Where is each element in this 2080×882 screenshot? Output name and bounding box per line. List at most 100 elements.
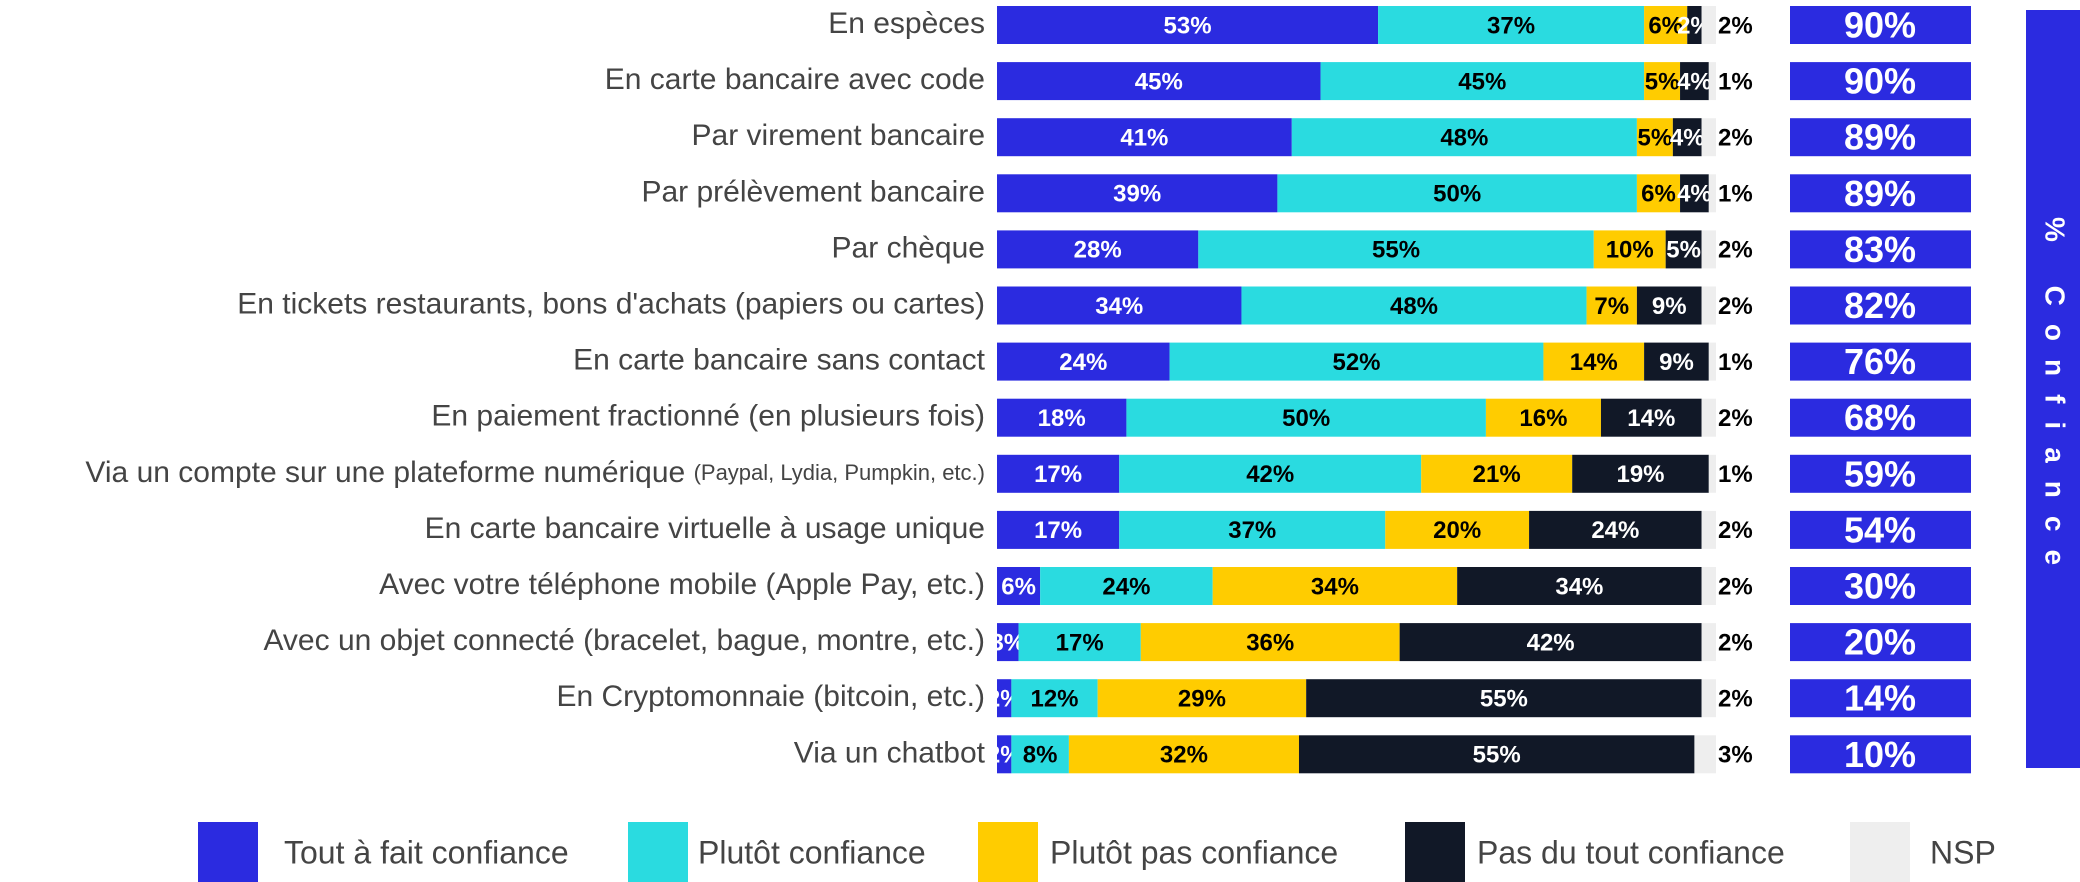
bar-segment bbox=[1708, 342, 1716, 381]
value-label: 28% bbox=[1074, 237, 1122, 264]
bar-segment bbox=[1169, 342, 1544, 381]
bar-segment bbox=[1320, 62, 1645, 101]
total-box bbox=[1790, 567, 1971, 605]
value-label: 37% bbox=[1487, 12, 1535, 39]
bar-segment bbox=[997, 398, 1127, 437]
value-label: 2% bbox=[1718, 573, 1753, 600]
bar-segment bbox=[1277, 174, 1637, 213]
category-label: Par prélèvement bancaire bbox=[641, 175, 985, 208]
value-label: 6% bbox=[1001, 573, 1036, 600]
bar-segment bbox=[1600, 398, 1702, 437]
bar-segment bbox=[1126, 398, 1486, 437]
bar-segment bbox=[1119, 454, 1422, 493]
value-label: 17% bbox=[1056, 629, 1104, 656]
bar-segment bbox=[1018, 623, 1141, 662]
value-label: 2% bbox=[1718, 405, 1753, 432]
value-label: 1% bbox=[1718, 68, 1753, 95]
value-label: 29% bbox=[1178, 686, 1226, 713]
category-text: En espèces bbox=[828, 7, 985, 40]
bar-segment bbox=[997, 174, 1278, 213]
bar-segment bbox=[1529, 510, 1702, 549]
value-label: 4% bbox=[1670, 125, 1705, 152]
bar-segment bbox=[997, 623, 1019, 662]
legend-swatch bbox=[198, 822, 258, 882]
bar-segment bbox=[1708, 454, 1716, 493]
bar-segment bbox=[1636, 286, 1702, 325]
bar-segment bbox=[1040, 567, 1213, 605]
category-text: En carte bancaire virtuelle à usage uniq… bbox=[425, 512, 985, 545]
value-label: 5% bbox=[1666, 237, 1701, 264]
value-label: 18% bbox=[1038, 405, 1086, 432]
bar-segment bbox=[1011, 679, 1098, 718]
bar-segment bbox=[997, 679, 1012, 718]
bar-segment bbox=[1672, 118, 1702, 157]
legend-swatch bbox=[1405, 822, 1465, 882]
total-label: 68% bbox=[1844, 397, 1916, 438]
legend-swatch bbox=[1850, 822, 1910, 882]
legend-label: Pas du tout confiance bbox=[1477, 834, 1785, 870]
value-label: 45% bbox=[1135, 68, 1183, 95]
category-label: Via un chatbot bbox=[794, 736, 986, 769]
value-label: 48% bbox=[1440, 125, 1488, 152]
total-label: 90% bbox=[1844, 61, 1916, 102]
category-text: En paiement fractionné (en plusieurs foi… bbox=[431, 400, 985, 433]
bar-segment bbox=[1572, 454, 1709, 493]
total-box bbox=[1790, 454, 1971, 493]
value-label: 16% bbox=[1519, 405, 1567, 432]
value-label: 3% bbox=[1718, 742, 1753, 769]
value-label: 2% bbox=[1718, 517, 1753, 544]
value-label: 55% bbox=[1372, 237, 1420, 264]
value-label: 17% bbox=[1034, 461, 1082, 488]
bar-segment bbox=[1701, 230, 1716, 269]
bar-segment bbox=[997, 342, 1170, 381]
category-text: Via un compte sur une plateforme numériq… bbox=[85, 456, 685, 489]
value-label: 24% bbox=[1591, 517, 1639, 544]
total-box bbox=[1790, 398, 1971, 437]
bar-segment bbox=[1636, 174, 1681, 213]
total-label: 54% bbox=[1844, 509, 1916, 550]
value-label: 21% bbox=[1473, 461, 1521, 488]
bar-segment bbox=[1097, 679, 1307, 718]
bar-segment bbox=[1701, 567, 1716, 605]
value-label: 36% bbox=[1246, 629, 1294, 656]
value-label: 32% bbox=[1160, 742, 1208, 769]
bar-segment bbox=[997, 454, 1120, 493]
category-label: En tickets restaurants, bons d'achats (p… bbox=[237, 287, 985, 320]
value-label: 45% bbox=[1458, 68, 1506, 95]
value-label: 20% bbox=[1433, 517, 1481, 544]
total-label: 82% bbox=[1844, 285, 1916, 326]
category-text: Avec un objet connecté (bracelet, bague,… bbox=[263, 624, 985, 657]
total-box bbox=[1790, 510, 1971, 549]
total-label: 76% bbox=[1844, 341, 1916, 382]
value-label: 37% bbox=[1228, 517, 1276, 544]
total-title: % Confiance bbox=[2040, 217, 2071, 583]
total-label: 14% bbox=[1844, 678, 1916, 719]
value-label: 2% bbox=[1718, 686, 1753, 713]
value-label: 14% bbox=[1570, 349, 1618, 376]
value-label: 2% bbox=[1718, 12, 1753, 39]
bar-segment bbox=[1068, 735, 1299, 774]
total-label: 30% bbox=[1844, 566, 1916, 607]
bar-segment bbox=[1644, 6, 1688, 44]
value-label: 9% bbox=[1659, 349, 1694, 376]
value-label: 55% bbox=[1480, 686, 1528, 713]
bar-segment bbox=[1593, 230, 1666, 269]
bar-segment bbox=[1687, 6, 1702, 44]
legend-label: Tout à fait confiance bbox=[284, 834, 569, 870]
bar-segment bbox=[997, 62, 1321, 101]
legend-label: Plutôt confiance bbox=[698, 834, 926, 870]
value-label: 4% bbox=[1677, 181, 1712, 208]
value-label: 1% bbox=[1718, 461, 1753, 488]
category-label: En espèces bbox=[828, 7, 985, 40]
bar-segment bbox=[1644, 342, 1709, 381]
bar-segment bbox=[1680, 174, 1709, 213]
value-label: 12% bbox=[1030, 686, 1078, 713]
total-box bbox=[1790, 6, 1971, 44]
total-box bbox=[1790, 679, 1971, 718]
bar-segment bbox=[1119, 510, 1386, 549]
category-label: En carte bancaire virtuelle à usage uniq… bbox=[425, 512, 985, 545]
bar-segment bbox=[1644, 62, 1681, 101]
value-label: 1% bbox=[1718, 349, 1753, 376]
total-box bbox=[1790, 62, 1971, 101]
